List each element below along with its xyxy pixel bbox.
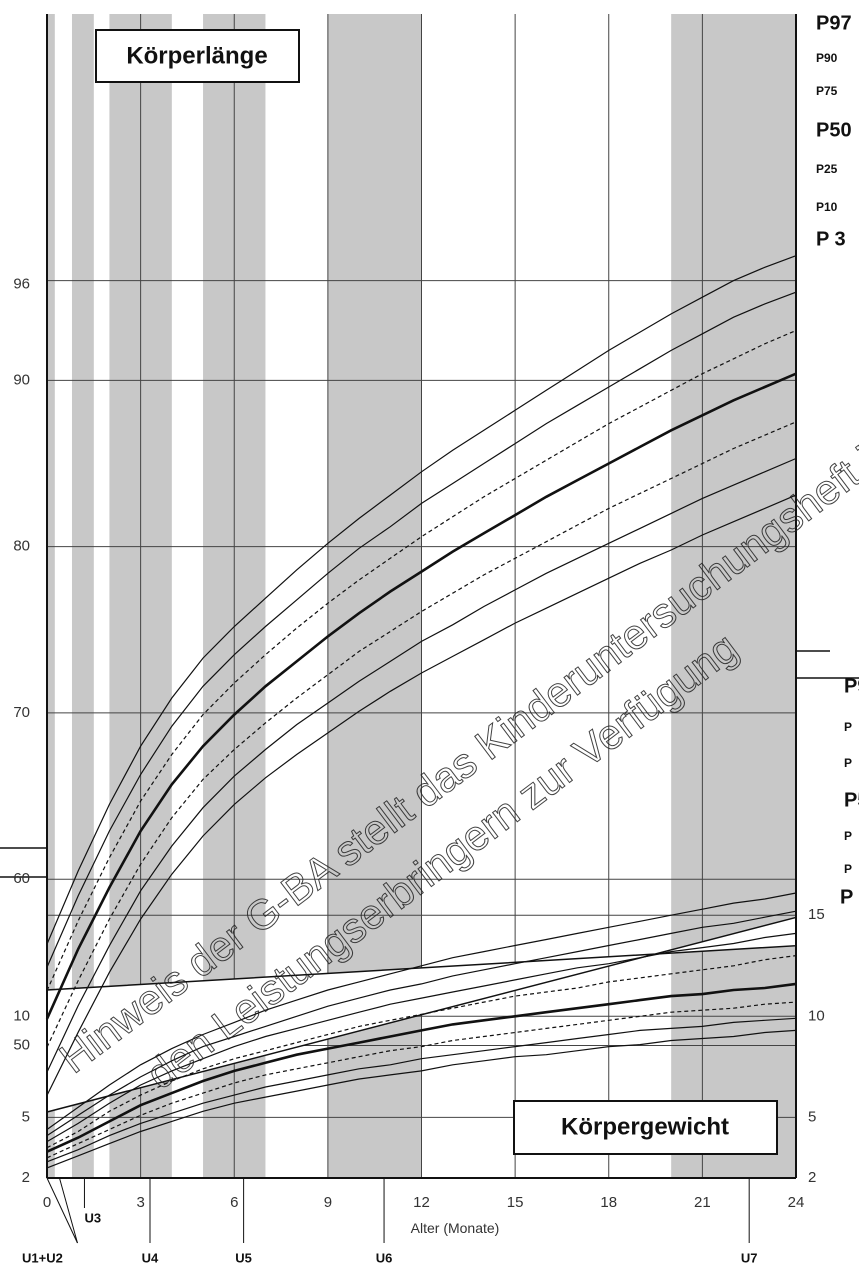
exam-band [71, 14, 94, 1178]
weight-curve-p3 [46, 1017, 797, 1163]
percentile-label-weight: P [844, 862, 852, 876]
exam-band [47, 14, 55, 1178]
percentile-label-weight: P [844, 756, 852, 770]
length-curve-p97 [46, 255, 797, 945]
percentile-label-weight: P9 [844, 675, 859, 697]
y-tick-weight-right: 5 [808, 1108, 816, 1125]
y-tick-length: 80 [13, 538, 30, 555]
y-tick-length: 90 [13, 371, 30, 388]
exam-markers: U1+U2 U3 U4 U5 U6 U7 [22, 1177, 758, 1265]
exam-label: U3 [84, 1210, 101, 1225]
x-tick: 0 [43, 1194, 51, 1211]
exam-label: U1+U2 [22, 1250, 63, 1265]
length-curves [45, 255, 797, 1096]
weight-title-box [513, 1100, 778, 1155]
x-tick: 9 [324, 1194, 332, 1211]
y-tick-length: 60 [13, 870, 30, 887]
percentile-label-weight: P5 [844, 789, 859, 811]
weight-curve-p50 [46, 955, 797, 1149]
exam-label: U5 [235, 1250, 252, 1265]
exam-label: U7 [741, 1250, 758, 1265]
y-tick-weight-right: 10 [808, 1007, 825, 1024]
x-tick: 3 [136, 1194, 144, 1211]
x-tick: 12 [413, 1194, 430, 1211]
percentile-label-length: P97 [816, 12, 852, 34]
exam-tick [59, 1177, 78, 1244]
exam-bands [47, 14, 796, 1178]
percentile-label-length: P 3 [816, 228, 846, 250]
length-curve-p10 [46, 457, 797, 1073]
weight-curve-p90 [46, 910, 797, 1137]
weight-curve-p97 [46, 892, 797, 1130]
percentile-label-length: P75 [816, 84, 838, 98]
length-curve-p75 [46, 329, 797, 991]
exam-label: U6 [376, 1250, 393, 1265]
x-tick: 21 [694, 1194, 711, 1211]
length-title: Körperlänge [126, 42, 267, 69]
length-curve-p3 [46, 494, 797, 1096]
percentile-label-weight: P [844, 829, 852, 843]
percentile-label-length: P10 [816, 200, 838, 214]
y-tick-weight-right: 15 [808, 906, 825, 923]
length-curve-p90 [46, 291, 797, 968]
percentile-label-length: P25 [816, 162, 838, 176]
percentile-label-length: P50 [816, 119, 852, 141]
x-tick: 6 [230, 1194, 238, 1211]
y-tick-weight: 2 [22, 1169, 30, 1186]
weight-curve-p25 [46, 982, 797, 1153]
weight-title: Körpergewicht [561, 1113, 729, 1140]
y-tick-weight-right: 2 [808, 1169, 816, 1186]
percentile-label-weight: P [840, 886, 853, 908]
exam-label: U4 [142, 1250, 159, 1265]
percentile-label-weight: P [844, 720, 852, 734]
percentile-label-length: P90 [816, 51, 838, 65]
length-curve-p25 [46, 421, 797, 1048]
y-tick-weight: 5 [22, 1108, 30, 1125]
y-tick-length: 70 [13, 704, 30, 721]
weight-curves [46, 892, 797, 1169]
y-tick-length: 50 [13, 1036, 30, 1053]
x-tick: 18 [600, 1194, 617, 1211]
y-tick-weight: 10 [13, 1007, 30, 1024]
x-tick: 24 [788, 1194, 805, 1211]
weight-curve-p75 [46, 932, 797, 1143]
x-axis-label: Alter (Monate) [411, 1220, 500, 1236]
exam-band [671, 14, 796, 1178]
length-title-box [95, 29, 300, 83]
weight-curve-p10 [46, 1001, 797, 1159]
exam-tick [46, 1177, 78, 1244]
length-curve-p50 [45, 372, 797, 1020]
x-tick: 15 [507, 1194, 524, 1211]
axes [0, 14, 859, 1179]
weight-curve-p3b [46, 1029, 797, 1169]
y-tick-length: 96 [13, 276, 30, 293]
